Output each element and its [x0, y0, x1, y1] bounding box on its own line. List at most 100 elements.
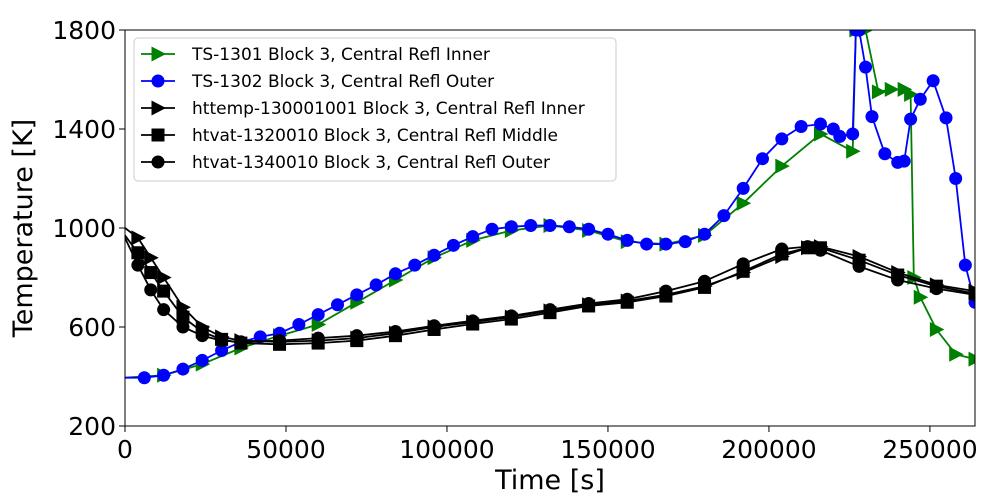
x-tick-label: 250000	[882, 435, 977, 464]
y-tick-label: 1000	[52, 214, 116, 243]
series-2-point	[466, 230, 480, 244]
x-tick-label: 100000	[399, 435, 494, 464]
series-2-point	[717, 209, 731, 223]
series-1-point	[884, 81, 900, 97]
series-2-point	[543, 219, 557, 233]
series-2-point	[331, 298, 344, 312]
y-axis-label: Temperature [K]	[8, 119, 39, 338]
series-2-point	[775, 132, 789, 146]
series-2-point	[640, 237, 654, 251]
x-tick-label: 150000	[560, 435, 655, 464]
series-1-point	[949, 346, 964, 362]
legend-marker-3	[151, 100, 166, 116]
series-1-point	[311, 317, 327, 333]
series-2-point	[859, 60, 873, 74]
legend-label-1: TS-1301 Block 3, Central Refl Inner	[191, 45, 490, 65]
series-2-point	[562, 220, 576, 234]
series-2-point	[904, 112, 918, 126]
series-5-point	[852, 259, 866, 273]
series-5-point	[543, 303, 557, 317]
series-2-point	[958, 258, 972, 272]
series-5-point	[215, 334, 229, 348]
legend-label-3: httemp-130001001 Block 3, Central Refl I…	[192, 99, 585, 119]
series-4-point	[131, 246, 145, 260]
series-5-point	[195, 329, 209, 343]
legend-box	[133, 37, 617, 182]
series-layer	[125, 30, 975, 385]
series-2-point	[485, 222, 499, 236]
series-3-point	[131, 230, 146, 246]
series-2-point	[582, 222, 596, 236]
series-1-point	[913, 289, 929, 305]
series-1-point	[846, 143, 861, 159]
series-5-point	[736, 257, 750, 271]
series-5-point	[427, 319, 441, 333]
series-2-point	[698, 227, 712, 241]
legend-label-4: htvat-1320010 Block 3, Central Refl Midd…	[192, 126, 558, 146]
series-2-point	[756, 152, 769, 166]
y-tick-label: 1800	[52, 16, 116, 45]
legend-marker-5	[151, 155, 165, 169]
series-2-point	[794, 120, 808, 134]
legend-marker-2	[151, 74, 165, 88]
series-2-point	[350, 288, 364, 302]
series-5-point	[176, 320, 190, 334]
series-1-point	[968, 351, 975, 367]
series-5-point	[350, 329, 364, 343]
series-5-point	[620, 292, 634, 306]
series-5-point	[388, 324, 402, 338]
series-2-point	[852, 30, 866, 37]
series-5-point	[131, 258, 145, 272]
series-2-point	[659, 237, 673, 251]
series-4-point	[157, 284, 171, 298]
series-2-point	[678, 235, 692, 249]
series-2-point	[176, 362, 190, 376]
series-4-point	[144, 266, 158, 280]
series-2-point	[504, 220, 518, 234]
x-axis-label: Time [s]	[494, 465, 605, 496]
series-5-point	[698, 274, 712, 288]
series-2-point	[939, 111, 953, 125]
series-1-point	[929, 321, 945, 337]
series-5-line	[125, 237, 975, 343]
series-2-point	[253, 330, 267, 344]
series-2-point	[369, 278, 383, 292]
series-2-point	[292, 318, 306, 332]
series-3-point	[144, 250, 159, 266]
legend: TS-1301 Block 3, Central Refl Inner TS-13…	[133, 37, 617, 182]
series-2-point	[949, 172, 963, 185]
series-5-point	[813, 243, 827, 257]
series-5	[125, 237, 975, 349]
y-tick-label: 600	[68, 313, 116, 342]
legend-marker-4	[151, 128, 165, 142]
series-5-point	[968, 288, 975, 302]
series-5-point	[775, 242, 789, 256]
series-2-point	[311, 308, 325, 322]
series-2-point	[601, 227, 615, 241]
series-2	[125, 30, 975, 385]
legend-items: TS-1301 Block 3, Central Refl Inner TS-13…	[141, 45, 585, 173]
series-1-point	[736, 195, 752, 211]
x-tick-label: 0	[117, 435, 133, 464]
legend-label-5: htvat-1340010 Block 3, Central Refl Oute…	[192, 153, 550, 173]
series-2-point	[846, 127, 860, 141]
series-5-point	[929, 282, 943, 296]
series-2-point	[408, 258, 422, 272]
series-2-point	[833, 129, 847, 143]
series-1-point	[904, 86, 919, 102]
series-3-point	[157, 270, 172, 285]
series-5-point	[273, 334, 287, 348]
series-1-point	[813, 126, 829, 142]
series-2-point	[195, 353, 209, 367]
y-tick-label: 1400	[52, 115, 116, 144]
series-2-point	[388, 267, 402, 281]
x-axis: 0 50000 100000 150000 200000 250000	[117, 426, 978, 464]
series-2-point	[157, 368, 171, 382]
legend-marker-1	[151, 46, 166, 62]
series-2-point	[913, 92, 927, 106]
series-5-point	[801, 240, 815, 254]
series-5-point	[466, 314, 480, 328]
series-2-point	[215, 344, 229, 358]
series-2-point	[736, 181, 750, 195]
